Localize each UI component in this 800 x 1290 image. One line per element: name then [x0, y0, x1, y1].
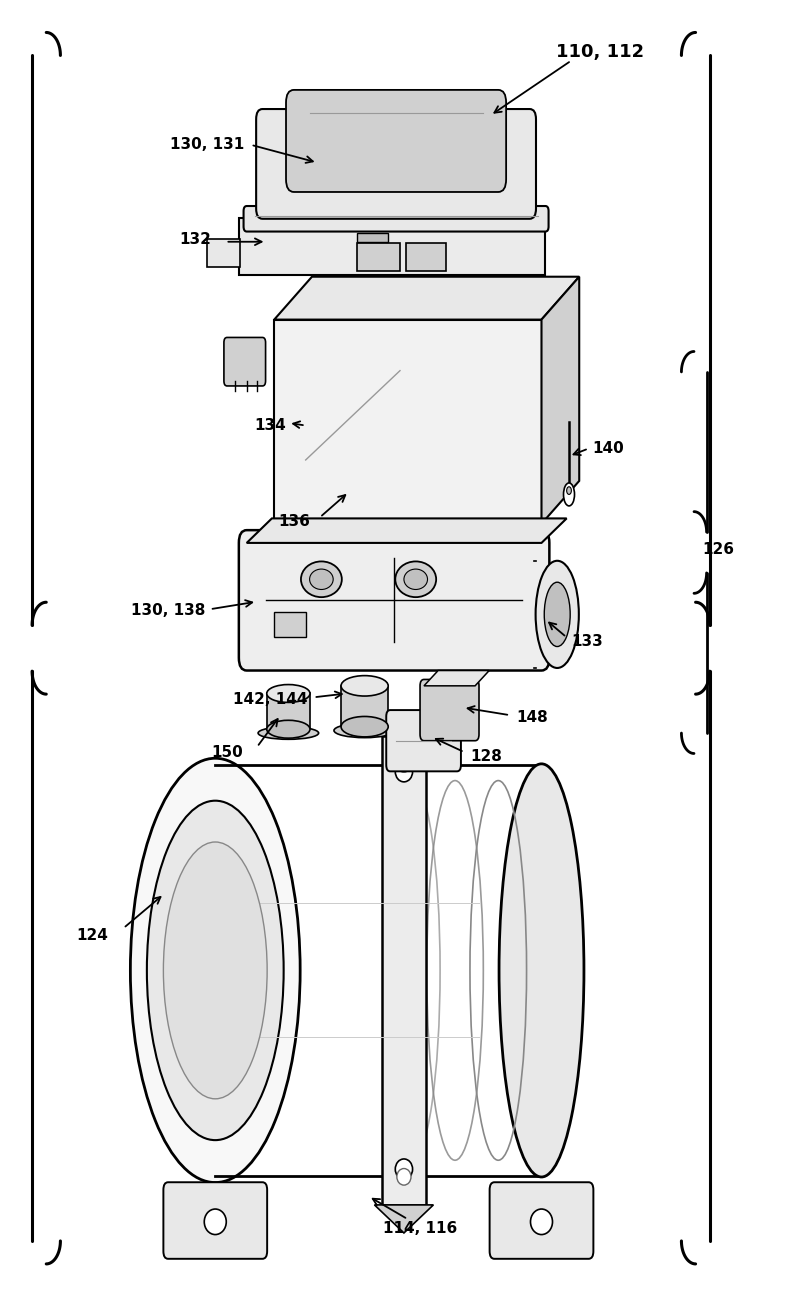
Ellipse shape — [163, 842, 267, 1099]
Ellipse shape — [544, 582, 570, 646]
Ellipse shape — [536, 561, 579, 668]
FancyBboxPatch shape — [286, 90, 506, 192]
Text: 114, 116: 114, 116 — [382, 1220, 457, 1236]
Text: 142, 144: 142, 144 — [233, 693, 307, 707]
FancyBboxPatch shape — [256, 110, 536, 219]
Polygon shape — [266, 694, 310, 729]
Bar — [357, 243, 400, 271]
Ellipse shape — [395, 1158, 413, 1179]
Ellipse shape — [397, 1169, 411, 1186]
Text: 148: 148 — [516, 711, 548, 725]
Bar — [274, 320, 542, 524]
FancyBboxPatch shape — [386, 710, 461, 771]
Ellipse shape — [341, 716, 388, 737]
Ellipse shape — [499, 764, 584, 1176]
FancyBboxPatch shape — [243, 206, 549, 231]
Polygon shape — [246, 519, 566, 543]
FancyBboxPatch shape — [163, 1182, 267, 1259]
Text: 130, 138: 130, 138 — [131, 602, 206, 618]
Bar — [207, 239, 241, 267]
Ellipse shape — [395, 761, 413, 782]
FancyBboxPatch shape — [239, 530, 550, 671]
Ellipse shape — [204, 1209, 226, 1235]
Ellipse shape — [404, 569, 427, 590]
Ellipse shape — [566, 486, 571, 494]
Ellipse shape — [130, 759, 300, 1183]
FancyBboxPatch shape — [224, 338, 266, 386]
Text: 110, 112: 110, 112 — [556, 43, 645, 61]
Ellipse shape — [563, 482, 574, 506]
FancyBboxPatch shape — [420, 680, 479, 740]
Ellipse shape — [530, 1209, 553, 1235]
FancyBboxPatch shape — [490, 1182, 594, 1259]
Text: 136: 136 — [278, 513, 310, 529]
Polygon shape — [424, 671, 490, 686]
Bar — [406, 243, 446, 271]
Text: 134: 134 — [254, 418, 286, 433]
Ellipse shape — [310, 569, 333, 590]
Text: 132: 132 — [180, 232, 211, 246]
Polygon shape — [341, 686, 388, 726]
Ellipse shape — [258, 726, 318, 739]
Ellipse shape — [341, 676, 388, 697]
Bar — [357, 232, 388, 241]
Ellipse shape — [301, 561, 342, 597]
Text: 150: 150 — [211, 744, 243, 760]
Ellipse shape — [397, 756, 411, 773]
Ellipse shape — [334, 724, 395, 738]
Polygon shape — [374, 1205, 434, 1233]
Ellipse shape — [266, 685, 310, 703]
Bar — [239, 218, 546, 275]
Text: 140: 140 — [593, 441, 624, 455]
Text: 126: 126 — [702, 542, 734, 557]
Text: 130, 131: 130, 131 — [170, 137, 245, 152]
Ellipse shape — [266, 720, 310, 738]
Bar — [382, 735, 426, 1205]
Polygon shape — [542, 277, 579, 524]
Polygon shape — [274, 277, 579, 320]
Ellipse shape — [395, 561, 436, 597]
Text: 133: 133 — [571, 633, 603, 649]
Text: 124: 124 — [76, 929, 108, 943]
Text: 128: 128 — [470, 748, 502, 764]
Bar — [274, 611, 306, 637]
Ellipse shape — [147, 801, 284, 1140]
